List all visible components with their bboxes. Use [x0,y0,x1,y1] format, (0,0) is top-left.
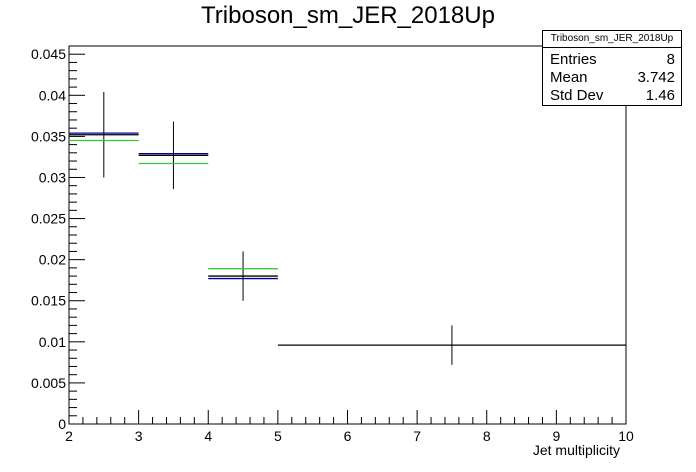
y-tick-label: 0.035 [31,128,66,144]
stats-row-std-dev: Std Dev 1.46 [543,87,681,105]
x-tick-label: 5 [274,428,282,444]
x-tick-label: 6 [344,428,352,444]
y-tick-label: 0.045 [31,46,66,62]
stats-value: 8 [666,51,675,68]
histogram-bins [69,92,626,365]
y-tick-label: 0.025 [31,211,66,227]
y-tick-label: 0.005 [31,375,66,391]
x-tick-label: 10 [618,428,634,444]
stats-value: 3.742 [637,69,675,86]
stats-row-mean: Mean 3.742 [543,69,681,87]
y-tick-label: 0.02 [39,252,66,268]
x-tick-label: 8 [483,428,491,444]
x-tick-label: 9 [552,428,560,444]
y-axis-ticks: 0 0.005 0.01 0.015 0.02 0.025 0.03 0.035 0.04 0.0… [31,45,85,432]
stats-key: Mean [550,69,588,86]
y-tick-label: 0.015 [31,293,66,309]
y-tick-label: 0.03 [39,169,66,185]
stats-box: Triboson_sm_JER_2018Up Entries 8 Mean 3.… [542,30,682,106]
stats-box-title: Triboson_sm_JER_2018Up [543,31,681,48]
y-tick-label: 0.04 [39,87,66,103]
x-tick-label: 2 [65,428,73,444]
stats-key: Std Dev [550,87,604,104]
x-tick-label: 7 [413,428,421,444]
x-axis-label: Jet multiplicity [533,442,620,458]
stats-key: Entries [550,51,597,68]
chart-title: Triboson_sm_JER_2018Up [201,2,495,29]
x-axis-ticks: 2 3 4 5 6 7 8 9 10 [65,410,634,444]
x-tick-label: 3 [135,428,143,444]
y-tick-label: 0.01 [39,334,66,350]
y-tick-label: 0 [58,416,66,432]
x-tick-label: 4 [204,428,212,444]
stats-value: 1.46 [645,87,675,104]
stats-row-entries: Entries 8 [543,51,681,69]
